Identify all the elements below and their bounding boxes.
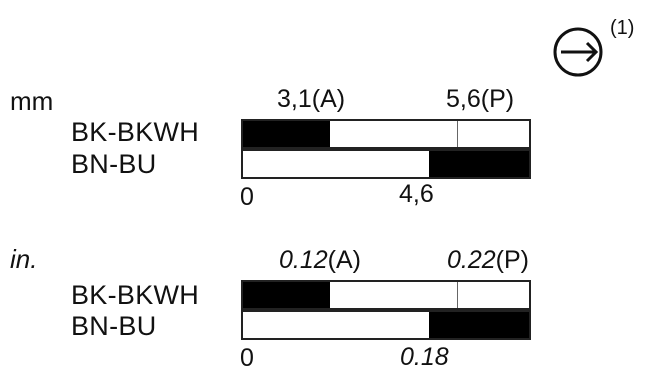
imperial-row-label-bn-bu: BN-BU [71,311,157,341]
imperial-marker-p-value: 0.22 [447,246,496,274]
imperial-bar-fill-bn-bu [429,312,529,338]
metric-unit-label: mm [10,86,54,116]
metric-bar-bn-bu [241,149,531,179]
imperial-scale-mid: 0.18 [400,343,449,371]
metric-marker-p-value: 5,6 [446,85,481,113]
metric-scale-start: 0 [240,183,254,211]
imperial-unit-label: in. [10,244,38,274]
metric-row-label-bk-bkwh: BK-BKWH [71,117,200,147]
imperial-marker-p: 0.22(P) [447,248,529,273]
metric-bar-fill-bn-bu [429,151,529,177]
direction-note: (1) [610,17,635,39]
imperial-marker-p-suffix: (P) [495,246,529,274]
imperial-bar-divider [457,282,458,308]
metric-marker-a-value: 3,1 [277,85,312,113]
imperial-bar-bn-bu [241,310,531,340]
imperial-row-label-bk-bkwh: BK-BKWH [71,280,200,310]
imperial-marker-a-value: 0.12 [279,246,328,274]
imperial-bar-fill-bk-bkwh [243,282,330,308]
metric-bar-fill-bk-bkwh [243,121,330,147]
metric-row-label-bn-bu: BN-BU [71,149,157,179]
metric-marker-p-suffix: (P) [480,85,515,113]
direction-marker: (1) [552,18,652,78]
metric-bar-divider [457,121,458,147]
metric-marker-a: 3,1(A) [277,87,345,112]
imperial-bar-bk-bkwh [241,280,531,310]
metric-marker-a-suffix: (A) [311,85,346,113]
arrow-right-circle-icon [553,27,603,77]
imperial-marker-a-suffix: (A) [327,246,361,274]
imperial-scale-start: 0 [240,344,254,372]
metric-marker-p: 5,6(P) [446,87,514,112]
metric-scale-mid: 4,6 [399,180,434,208]
metric-bar-bk-bkwh [241,119,531,149]
imperial-marker-a: 0.12(A) [279,248,361,273]
